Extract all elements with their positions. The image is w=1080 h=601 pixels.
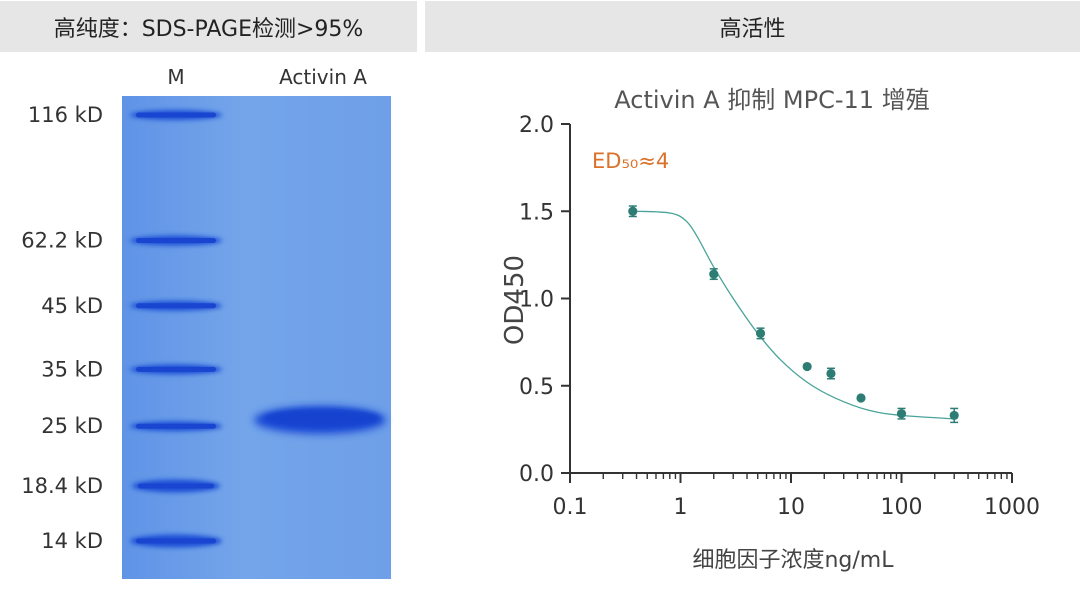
- marker-bands: [130, 110, 222, 548]
- y-tick-label: 0.0: [519, 462, 554, 487]
- data-point: [856, 393, 866, 403]
- x-tick-label: 1: [674, 495, 688, 520]
- gel-header: 高纯度：SDS-PAGE检测>95%: [0, 1, 417, 52]
- lane-label-marker: M: [167, 65, 184, 89]
- chart-title: Activin A 抑制 MPC-11 增殖: [614, 86, 929, 114]
- marker-band-core: [136, 112, 216, 118]
- marker-label: 62.2 kD: [21, 229, 103, 253]
- chart-axes: [569, 124, 1012, 474]
- x-tick-label: 100: [881, 495, 923, 520]
- data-point: [755, 328, 766, 338]
- gel-image: [122, 96, 391, 579]
- marker-band-core: [136, 538, 216, 544]
- activity-chart-panel: Activin A 抑制 MPC-11 增殖 ED₅₀≈4 0.0 0.5 1.0 1…: [425, 52, 1080, 601]
- x-axis-label: 细胞因子浓度ng/mL: [692, 548, 894, 573]
- x-tick-label: 0.1: [553, 495, 588, 520]
- y-tick-label: 1.5: [519, 200, 554, 225]
- y-axis-label: OD450: [500, 255, 530, 345]
- activin-a-band-core: [264, 409, 380, 427]
- marker-band-core: [136, 238, 216, 244]
- y-tick-label: 1.0: [519, 288, 554, 313]
- marker-labels: 116 kD 62.2 kD 45 kD 35 kD 25 kD 18.4 kD 14 kD: [21, 103, 103, 553]
- marker-label: 14 kD: [41, 529, 103, 553]
- data-point: [949, 410, 959, 421]
- x-tick-label: 1000: [984, 495, 1040, 520]
- marker-label: 116 kD: [28, 103, 103, 127]
- y-tick-label: 2.0: [519, 113, 554, 138]
- marker-band-core: [136, 423, 216, 429]
- lane-label-activin-a: Activin A: [279, 65, 367, 89]
- sds-page-gel-panel: M Activin A 116 kD 62.2 kD 45 kD 35 kD 25 kD…: [0, 52, 417, 601]
- activity-header: 高活性: [425, 1, 1080, 52]
- fit-curve: [636, 210, 955, 420]
- marker-band-core: [138, 483, 214, 489]
- data-point: [826, 368, 836, 379]
- marker-band-core: [136, 303, 216, 309]
- data-point: [709, 269, 719, 279]
- marker-label: 45 kD: [41, 294, 103, 318]
- y-tick-label: 0.5: [519, 375, 554, 400]
- data-point: [628, 206, 638, 216]
- data-points: [628, 205, 959, 424]
- data-point: [802, 361, 812, 372]
- marker-label: 18.4 kD: [21, 474, 103, 498]
- data-point: [896, 409, 907, 419]
- marker-band-core: [136, 366, 216, 372]
- marker-label: 25 kD: [41, 414, 103, 438]
- marker-label: 35 kD: [41, 357, 103, 381]
- x-tick-label: 10: [777, 495, 805, 520]
- ed50-annotation: ED₅₀≈4: [592, 149, 669, 173]
- axis-ticks: 0.0 0.5 1.0 1.5 2.0 0.1 1 10 100 1000: [519, 113, 1040, 520]
